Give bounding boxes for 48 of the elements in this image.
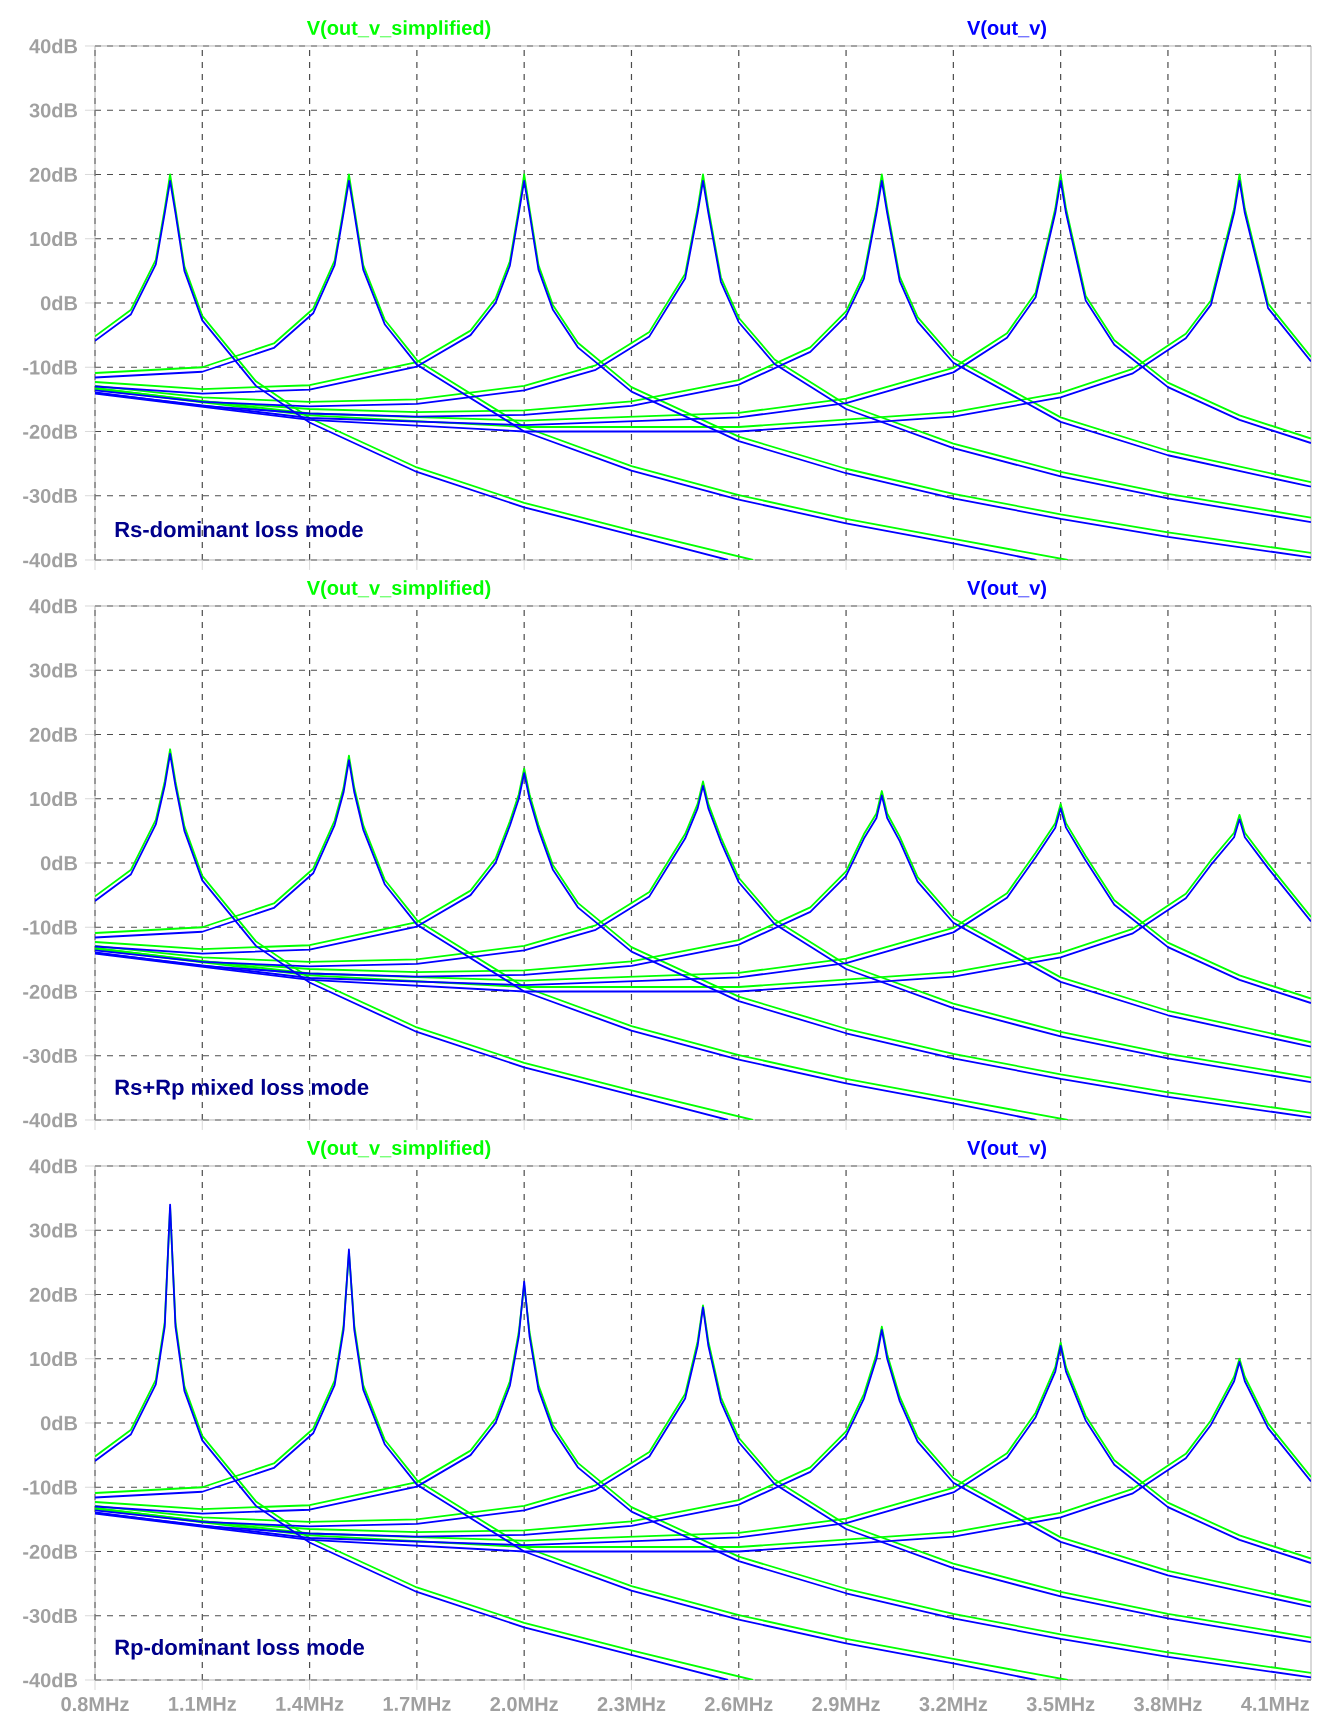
y-tick-label: -10dB bbox=[23, 1479, 78, 1495]
x-tick-label: 2.6MHz bbox=[705, 1697, 773, 1712]
y-tick-label: 0dB bbox=[40, 295, 78, 311]
y-tick-label: 20dB bbox=[29, 727, 78, 742]
x-tick-label: 4.1MHz bbox=[1241, 1697, 1309, 1711]
text: V(out_v) bbox=[967, 1140, 1047, 1159]
x-tick-label: 2.9MHz bbox=[812, 1697, 880, 1712]
x-tick-label: 2.0MHz bbox=[490, 1697, 558, 1712]
text: V(out_v_simplified) bbox=[306, 580, 491, 599]
y-tick-label: 40dB bbox=[29, 38, 78, 54]
x-tick-label: 2.3MHz bbox=[597, 1697, 666, 1712]
x-tick-label: 3.5MHz bbox=[1026, 1697, 1095, 1712]
y-tick-label: 10dB bbox=[30, 791, 78, 807]
y-tick-label: 10dB bbox=[30, 1351, 78, 1367]
text: V(out_v_simplified) bbox=[306, 1140, 491, 1159]
y-tick-label: 0dB bbox=[40, 1415, 78, 1431]
y-tick-label: -30dB bbox=[23, 1048, 78, 1064]
x-tick-label: 1.1MHz bbox=[169, 1697, 237, 1711]
annotation: Rs-dominant loss mode bbox=[115, 521, 363, 538]
text: V(out_v_simplified) bbox=[306, 20, 491, 39]
x-tick-label: 1.7MHz bbox=[383, 1697, 451, 1711]
y-tick-label: 40dB bbox=[29, 1158, 78, 1174]
y-tick-label: 30dB bbox=[29, 662, 78, 678]
y-tick-label: 30dB bbox=[29, 102, 78, 118]
y-tick-label: -10dB bbox=[23, 359, 78, 375]
y-tick-label: -10dB bbox=[23, 919, 78, 935]
y-tick-label: -40dB bbox=[23, 1112, 78, 1128]
y-tick-label: 30dB bbox=[29, 1222, 78, 1238]
y-tick-label: -20dB bbox=[23, 984, 78, 999]
text: V(out_v) bbox=[967, 580, 1047, 599]
y-tick-label: 0dB bbox=[40, 855, 78, 871]
y-tick-label: -30dB bbox=[23, 488, 78, 504]
y-tick-label: -30dB bbox=[23, 1608, 78, 1624]
y-tick-label: -20dB bbox=[23, 1544, 78, 1559]
x-tick-label: 3.8MHz bbox=[1133, 1697, 1202, 1712]
text: V(out_v) bbox=[967, 20, 1047, 39]
y-tick-label: 10dB bbox=[30, 231, 78, 247]
y-tick-label: -20dB bbox=[23, 424, 78, 439]
x-tick-label: 3.2MHz bbox=[919, 1697, 988, 1712]
y-tick-label: 40dB bbox=[29, 598, 78, 614]
y-tick-label: 20dB bbox=[29, 1287, 78, 1302]
y-tick-label: 20dB bbox=[29, 167, 78, 182]
annotation: Rp-dominant loss mode bbox=[115, 1638, 365, 1660]
x-tick-label: 1.4MHz bbox=[276, 1697, 344, 1711]
y-tick-label: -40dB bbox=[23, 552, 78, 568]
y-tick-label: -40dB bbox=[23, 1672, 78, 1688]
x-tick-label: 0.8MHz bbox=[61, 1697, 129, 1712]
annotation: Rs+Rp mixed loss mode bbox=[115, 1078, 369, 1100]
